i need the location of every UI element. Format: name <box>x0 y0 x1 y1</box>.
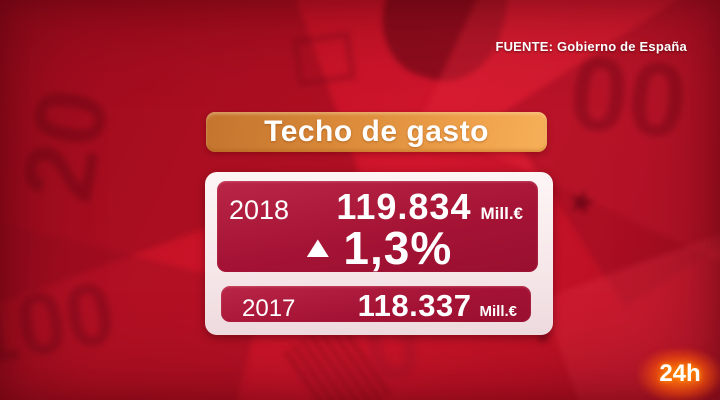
data-card-2017: 2017 118.337 Mill.€ <box>221 286 531 324</box>
channel-logo-24h: 24h <box>659 360 701 387</box>
data-panel: 2018 119.834 Mill.€ ▲ 1,3% 2017 118.337 … <box>205 172 553 335</box>
row-2018: 2018 119.834 Mill.€ <box>217 181 538 228</box>
change-percent: 1,3% <box>343 222 453 274</box>
unit-label: Mill.€ <box>479 303 517 320</box>
change-row: ▲ 1,3% <box>217 224 538 272</box>
title-banner: Techo de gasto <box>206 112 547 152</box>
euro-note-numeral: 20 <box>0 80 131 210</box>
up-triangle-icon: ▲ <box>299 231 337 264</box>
title-text: Techo de gasto <box>264 115 489 148</box>
unit-label: Mill.€ <box>480 204 523 223</box>
row-2017: 2017 118.337 Mill.€ <box>221 286 531 324</box>
data-card-2018: 2018 119.834 Mill.€ ▲ 1,3% <box>217 181 538 272</box>
value-2018: 119.834 <box>336 186 472 227</box>
channel-logo-glow <box>638 348 720 400</box>
year-label: 2018 <box>229 195 290 225</box>
source-caption: FUENTE: Gobierno de España <box>495 39 687 54</box>
banknote-hologram-shape <box>291 31 357 87</box>
year-label: 2017 <box>242 295 296 322</box>
euro-note-numeral: 00 <box>565 34 692 161</box>
value-2017: 118.337 <box>357 288 472 323</box>
